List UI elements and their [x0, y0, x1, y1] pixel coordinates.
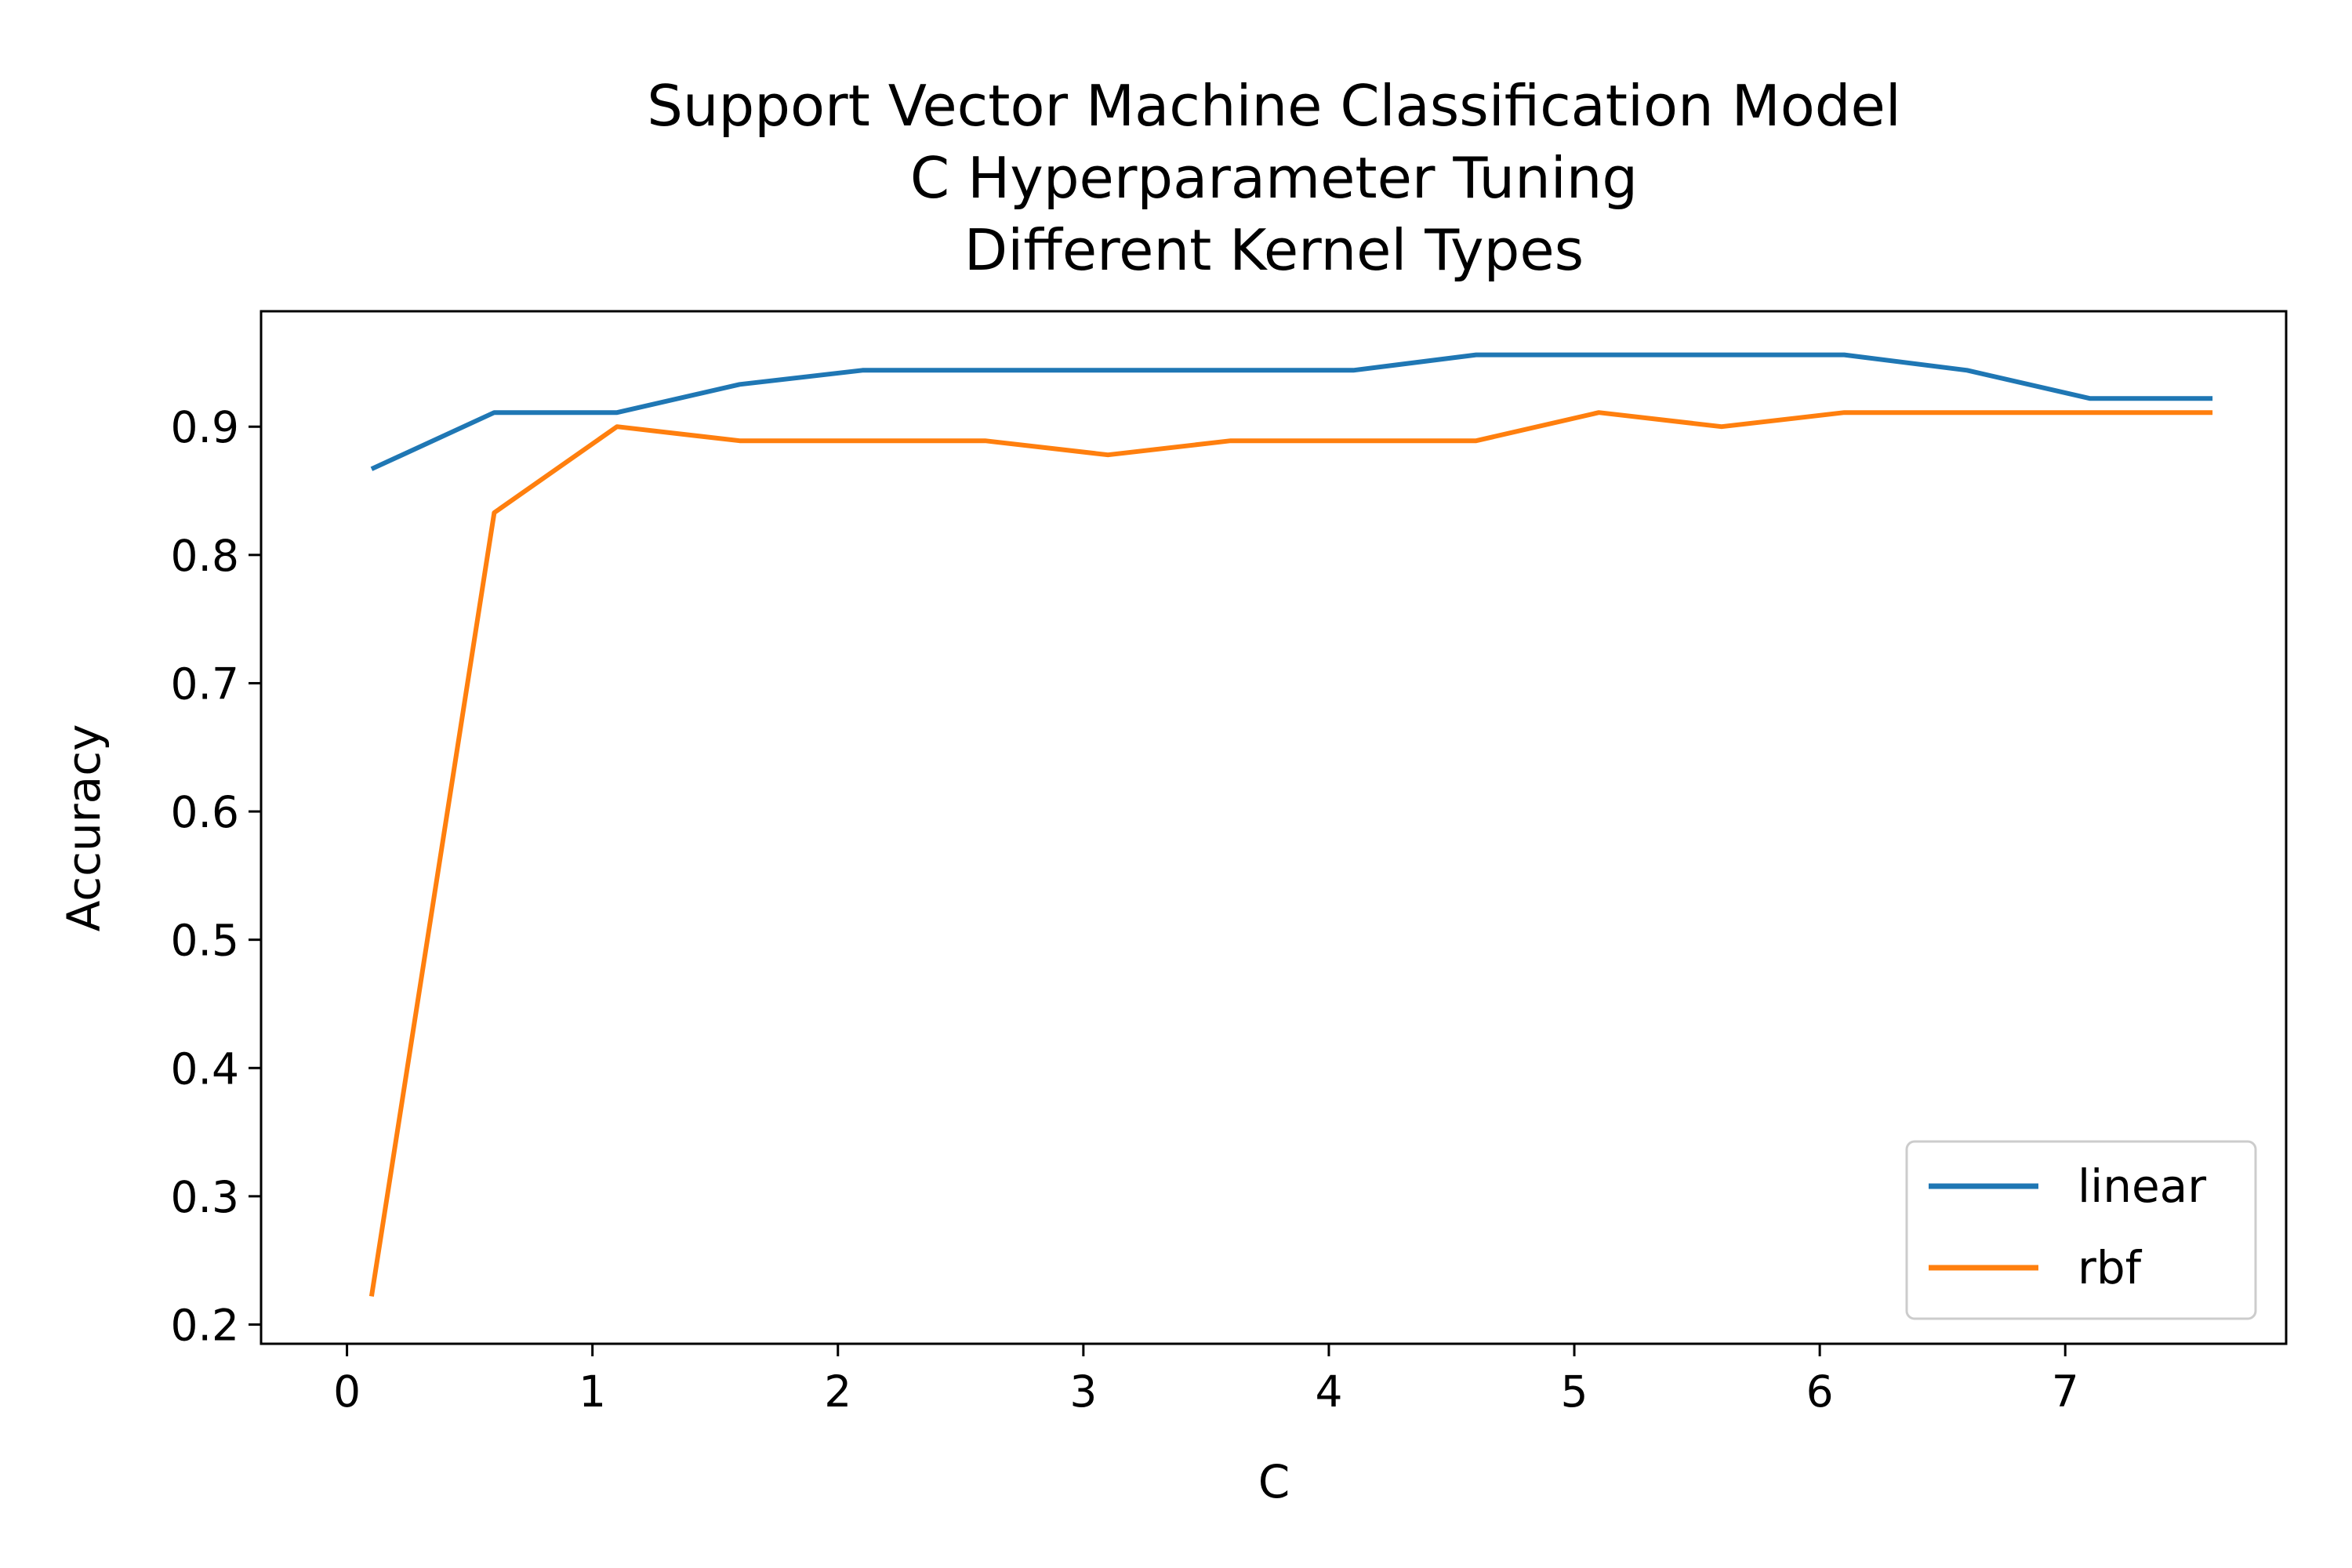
- series-line-rbf: [368, 410, 2213, 1297]
- y-tick-label: 0.2: [171, 1300, 239, 1350]
- y-tick-label: 0.9: [171, 402, 239, 452]
- y-tick-label: 0.3: [171, 1172, 239, 1222]
- legend-label-linear: linear: [2078, 1160, 2206, 1213]
- title-line-1: Support Vector Machine Classification Mo…: [647, 73, 1901, 139]
- x-tick-label: 4: [1315, 1367, 1342, 1417]
- x-tick-label: 3: [1069, 1367, 1097, 1417]
- y-axis-ticks: 0.2 0.3 0.4 0.5 0.6 0.7 0.8 0.9: [171, 402, 261, 1350]
- series-line-linear: [370, 352, 2213, 471]
- x-tick-label: 6: [1806, 1367, 1834, 1417]
- chart-title: Support Vector Machine Classification Mo…: [647, 73, 1901, 283]
- x-tick-label: 2: [824, 1367, 851, 1417]
- x-axis-label: C: [1258, 1455, 1290, 1508]
- legend: linear rbf: [1905, 1140, 2257, 1320]
- y-tick-label: 0.4: [171, 1044, 239, 1094]
- x-tick-label: 7: [2052, 1367, 2079, 1417]
- y-tick-label: 0.5: [171, 916, 239, 966]
- x-tick-label: 1: [579, 1367, 606, 1417]
- x-tick-label: 0: [333, 1367, 361, 1417]
- plot-area: [260, 310, 2288, 1345]
- x-axis-ticks: 0 1 2 3 4 5 6 7: [333, 1344, 2079, 1417]
- title-line-3: Different Kernel Types: [964, 217, 1584, 283]
- y-tick-label: 0.6: [171, 787, 239, 837]
- title-line-2: C Hyperparameter Tuning: [910, 145, 1638, 211]
- series-layer: [368, 352, 2213, 1297]
- y-tick-label: 0.7: [171, 659, 239, 709]
- y-tick-label: 0.8: [171, 531, 239, 581]
- legend-label-rbf: rbf: [2078, 1241, 2143, 1294]
- plot-frame: [260, 310, 2288, 1345]
- y-axis-label: Accuracy: [57, 724, 111, 932]
- x-tick-label: 5: [1561, 1367, 1588, 1417]
